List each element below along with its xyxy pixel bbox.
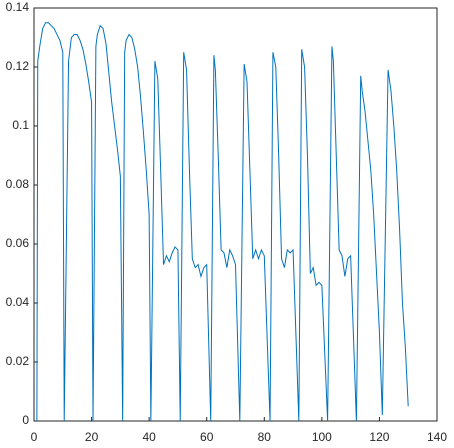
x-tick-label: 120 [369, 430, 389, 444]
y-tick-label: 0.1 [12, 118, 29, 132]
x-tick-label: 0 [31, 430, 38, 444]
data-line [36, 22, 409, 422]
x-tick-label: 20 [85, 430, 99, 444]
y-tick-label: 0.14 [6, 0, 30, 14]
x-tick-label: 100 [312, 430, 332, 444]
y-tick-label: 0.02 [6, 354, 30, 368]
y-tick-label: 0 [22, 413, 29, 427]
y-tick-label: 0.06 [6, 236, 30, 250]
x-tick-label: 60 [200, 430, 214, 444]
y-tick-label: 0.04 [6, 295, 30, 309]
y-tick-label: 0.12 [6, 59, 30, 73]
y-tick-label: 0.08 [6, 177, 30, 191]
x-tick-label: 140 [427, 430, 447, 444]
axes-box [33, 7, 438, 422]
x-tick-label: 80 [258, 430, 272, 444]
x-tick-label: 40 [142, 430, 156, 444]
